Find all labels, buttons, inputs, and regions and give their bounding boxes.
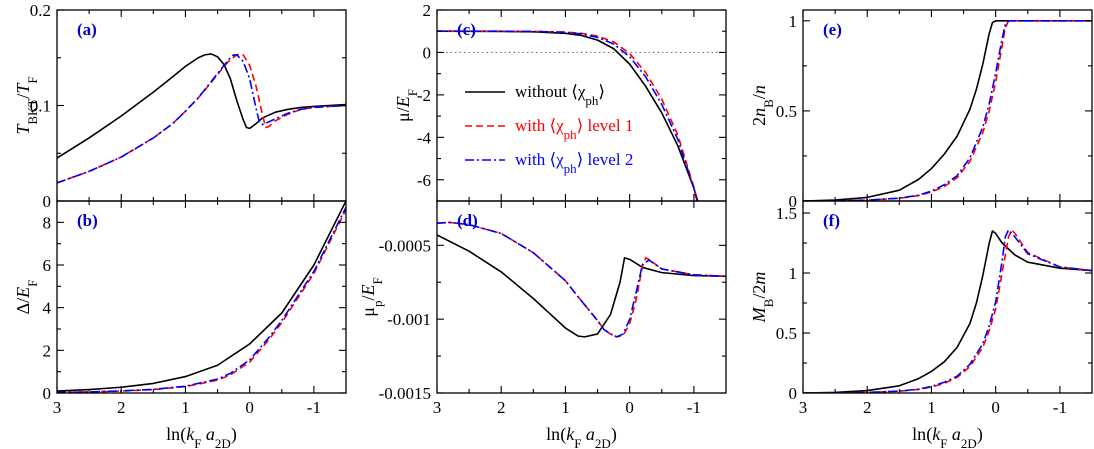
x-tick-label: 0 <box>625 398 634 417</box>
y-tick-label: 2 <box>43 341 52 360</box>
y-tick-label: 0 <box>43 384 52 403</box>
x-tick-label: 3 <box>433 398 442 417</box>
y-tick-label: 4 <box>43 299 52 318</box>
panel-f: 0 0.5 1 1.5 3 2 1 0 -1 ln(kF a2D) MB/2m (f) <box>749 200 1093 449</box>
x-tick-label: 3 <box>799 398 808 417</box>
panel-e: 0 0.5 1 2nB/n (e) <box>749 9 1093 211</box>
series-line-a-level1 <box>57 53 346 184</box>
x-tick-label: -1 <box>307 398 321 417</box>
x-tick-label: 0 <box>991 398 1000 417</box>
legend-entry: without ⟨χph⟩ <box>515 82 605 108</box>
x-tick-label: -1 <box>1053 398 1067 417</box>
y-tick-label: -0.001 <box>387 310 431 329</box>
x-tick-label: 2 <box>497 398 506 417</box>
series-line-e-level1 <box>803 20 1092 201</box>
x-tick-label: 0 <box>245 398 254 417</box>
series-line-c-without <box>437 30 699 201</box>
panel-label: (c) <box>457 20 476 39</box>
series-line-c-level1 <box>437 30 698 201</box>
series-line-f-level1 <box>803 229 1092 393</box>
series-line-d-level2 <box>437 221 726 338</box>
axes-frame-b <box>56 200 347 394</box>
y-tick-label: -0.0015 <box>379 384 431 403</box>
y-tick-label: 6 <box>43 256 52 275</box>
series-line-b-without <box>57 201 346 392</box>
panel-label: (a) <box>77 20 97 39</box>
y-axis-label: MB/2m <box>749 272 776 324</box>
panel-c: -6 -4 -2 0 2 μ/EF (c) <box>393 1 727 202</box>
x-tick-label: 1 <box>927 398 936 417</box>
y-tick-label: -0.0005 <box>379 236 431 255</box>
y-axis-label: TBKT/TF <box>13 76 40 134</box>
y-tick-label: 0 <box>789 384 798 403</box>
panel-b: 0 2 4 6 8 3 2 1 0 -1 ln(kF a2D) Δ/EF (b) <box>13 200 347 449</box>
legend-entry: with ⟨χph⟩ level 2 <box>515 150 633 176</box>
x-tick-label: 2 <box>117 398 126 417</box>
series-line-f-level2 <box>803 229 1092 393</box>
x-tick-label: 1 <box>561 398 570 417</box>
axes-frame-d <box>436 200 727 394</box>
y-tick-label: 8 <box>43 213 52 232</box>
panel-d: -0.0015 -0.001 -0.0005 3 2 1 0 -1 ln(kF a2D) μp/E… <box>358 200 727 449</box>
y-tick-label: 0.2 <box>30 1 51 20</box>
y-tick-label: 0.5 <box>776 324 797 343</box>
series-line-b-level1 <box>57 209 346 393</box>
panel-label: (f) <box>823 211 840 230</box>
axes-frame-f <box>802 200 1093 394</box>
series-line-a-level2 <box>57 54 346 184</box>
y-axis-label: Δ/EF <box>13 280 40 315</box>
axes-frame-a <box>56 9 347 202</box>
panel-label: (d) <box>457 211 478 230</box>
y-tick-label: -2 <box>417 86 431 105</box>
x-tick-label: 2 <box>863 398 872 417</box>
y-axis-label: 2nB/n <box>749 85 776 126</box>
y-tick-label: 1.5 <box>776 204 797 223</box>
y-axis-label: μp/EF <box>358 277 385 316</box>
y-tick-label: -4 <box>417 128 432 147</box>
series-line-f-without <box>803 230 1092 393</box>
y-tick-label: 0 <box>43 192 52 211</box>
series-line-c-level2 <box>437 30 698 201</box>
axes-frame-c <box>436 9 727 202</box>
series-line-d-without <box>437 234 726 338</box>
x-tick-label: -1 <box>687 398 701 417</box>
axes-frame-e <box>802 9 1093 202</box>
y-tick-label: 0 <box>789 192 798 211</box>
x-tick-label: 1 <box>181 398 190 417</box>
series-line-b-level2 <box>57 207 346 393</box>
x-axis-label: ln(kF a2D) <box>546 424 617 449</box>
series-line-e-level2 <box>803 20 1092 201</box>
y-tick-label: -6 <box>417 171 431 190</box>
y-tick-label: 0.1 <box>30 97 51 116</box>
series-line-e-without <box>803 20 1092 201</box>
y-axis-label: μ/EF <box>393 89 420 122</box>
legend-entry: with ⟨χph⟩ level 1 <box>515 116 633 142</box>
x-axis-label: ln(kF a2D) <box>912 424 983 449</box>
panel-a: 0 0.1 0.2 TBKT/TF (a) <box>13 1 347 211</box>
series-line-d-level1 <box>437 221 726 338</box>
y-tick-label: 1 <box>789 12 798 31</box>
series-line-a-without <box>57 53 346 159</box>
panel-label: (b) <box>77 211 98 230</box>
x-tick-label: 3 <box>53 398 62 417</box>
x-axis-label: ln(kF a2D) <box>166 424 237 449</box>
y-tick-label: 0.5 <box>776 102 797 121</box>
y-tick-label: 1 <box>789 264 798 283</box>
y-tick-label: 0 <box>423 43 432 62</box>
y-tick-label: 2 <box>423 1 432 20</box>
panel-label: (e) <box>823 20 842 39</box>
legend: without ⟨χph⟩ with ⟨χph⟩ level 1 with ⟨χph… <box>465 82 633 176</box>
